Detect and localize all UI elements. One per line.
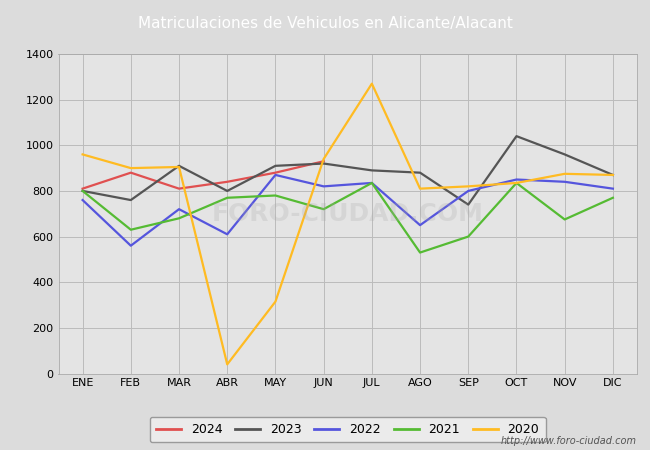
Text: FORO-CIUDAD.COM: FORO-CIUDAD.COM — [212, 202, 484, 226]
Text: Matriculaciones de Vehiculos en Alicante/Alacant: Matriculaciones de Vehiculos en Alicante… — [138, 16, 512, 31]
Legend: 2024, 2023, 2022, 2021, 2020: 2024, 2023, 2022, 2021, 2020 — [150, 417, 545, 442]
Text: http://www.foro-ciudad.com: http://www.foro-ciudad.com — [501, 436, 637, 446]
